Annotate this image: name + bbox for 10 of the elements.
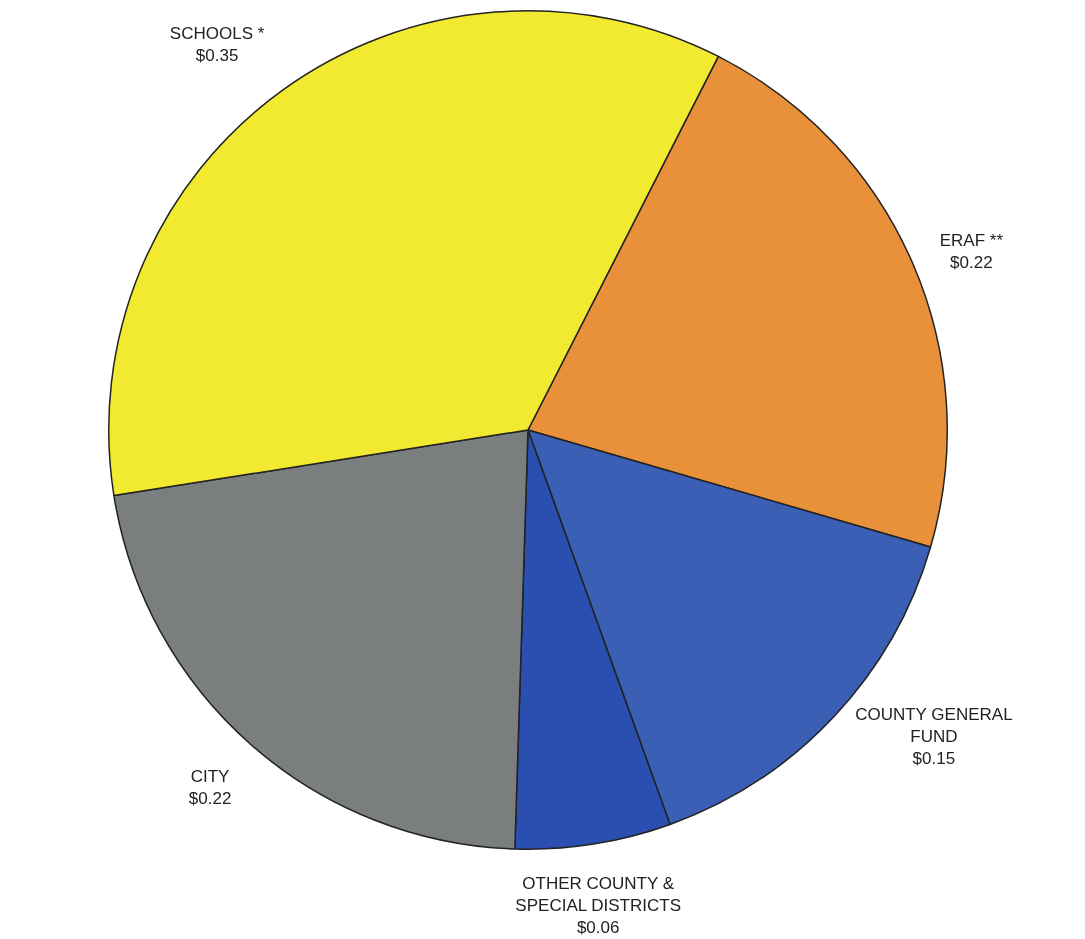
slice-label: COUNTY GENERAL FUND [855,704,1013,746]
slice-label: ERAF ** [939,230,1004,250]
data-label: $0.06 [576,917,620,937]
data-label: $0.15 [912,748,956,768]
data-label: $0.35 [195,45,239,65]
slice-label: CITY [190,767,230,787]
data-label: $0.22 [188,789,232,809]
slice-label: SCHOOLS * [169,23,265,43]
slice-label: OTHER COUNTY & SPECIAL DISTRICTS [515,873,681,915]
data-label: $0.22 [950,252,993,272]
